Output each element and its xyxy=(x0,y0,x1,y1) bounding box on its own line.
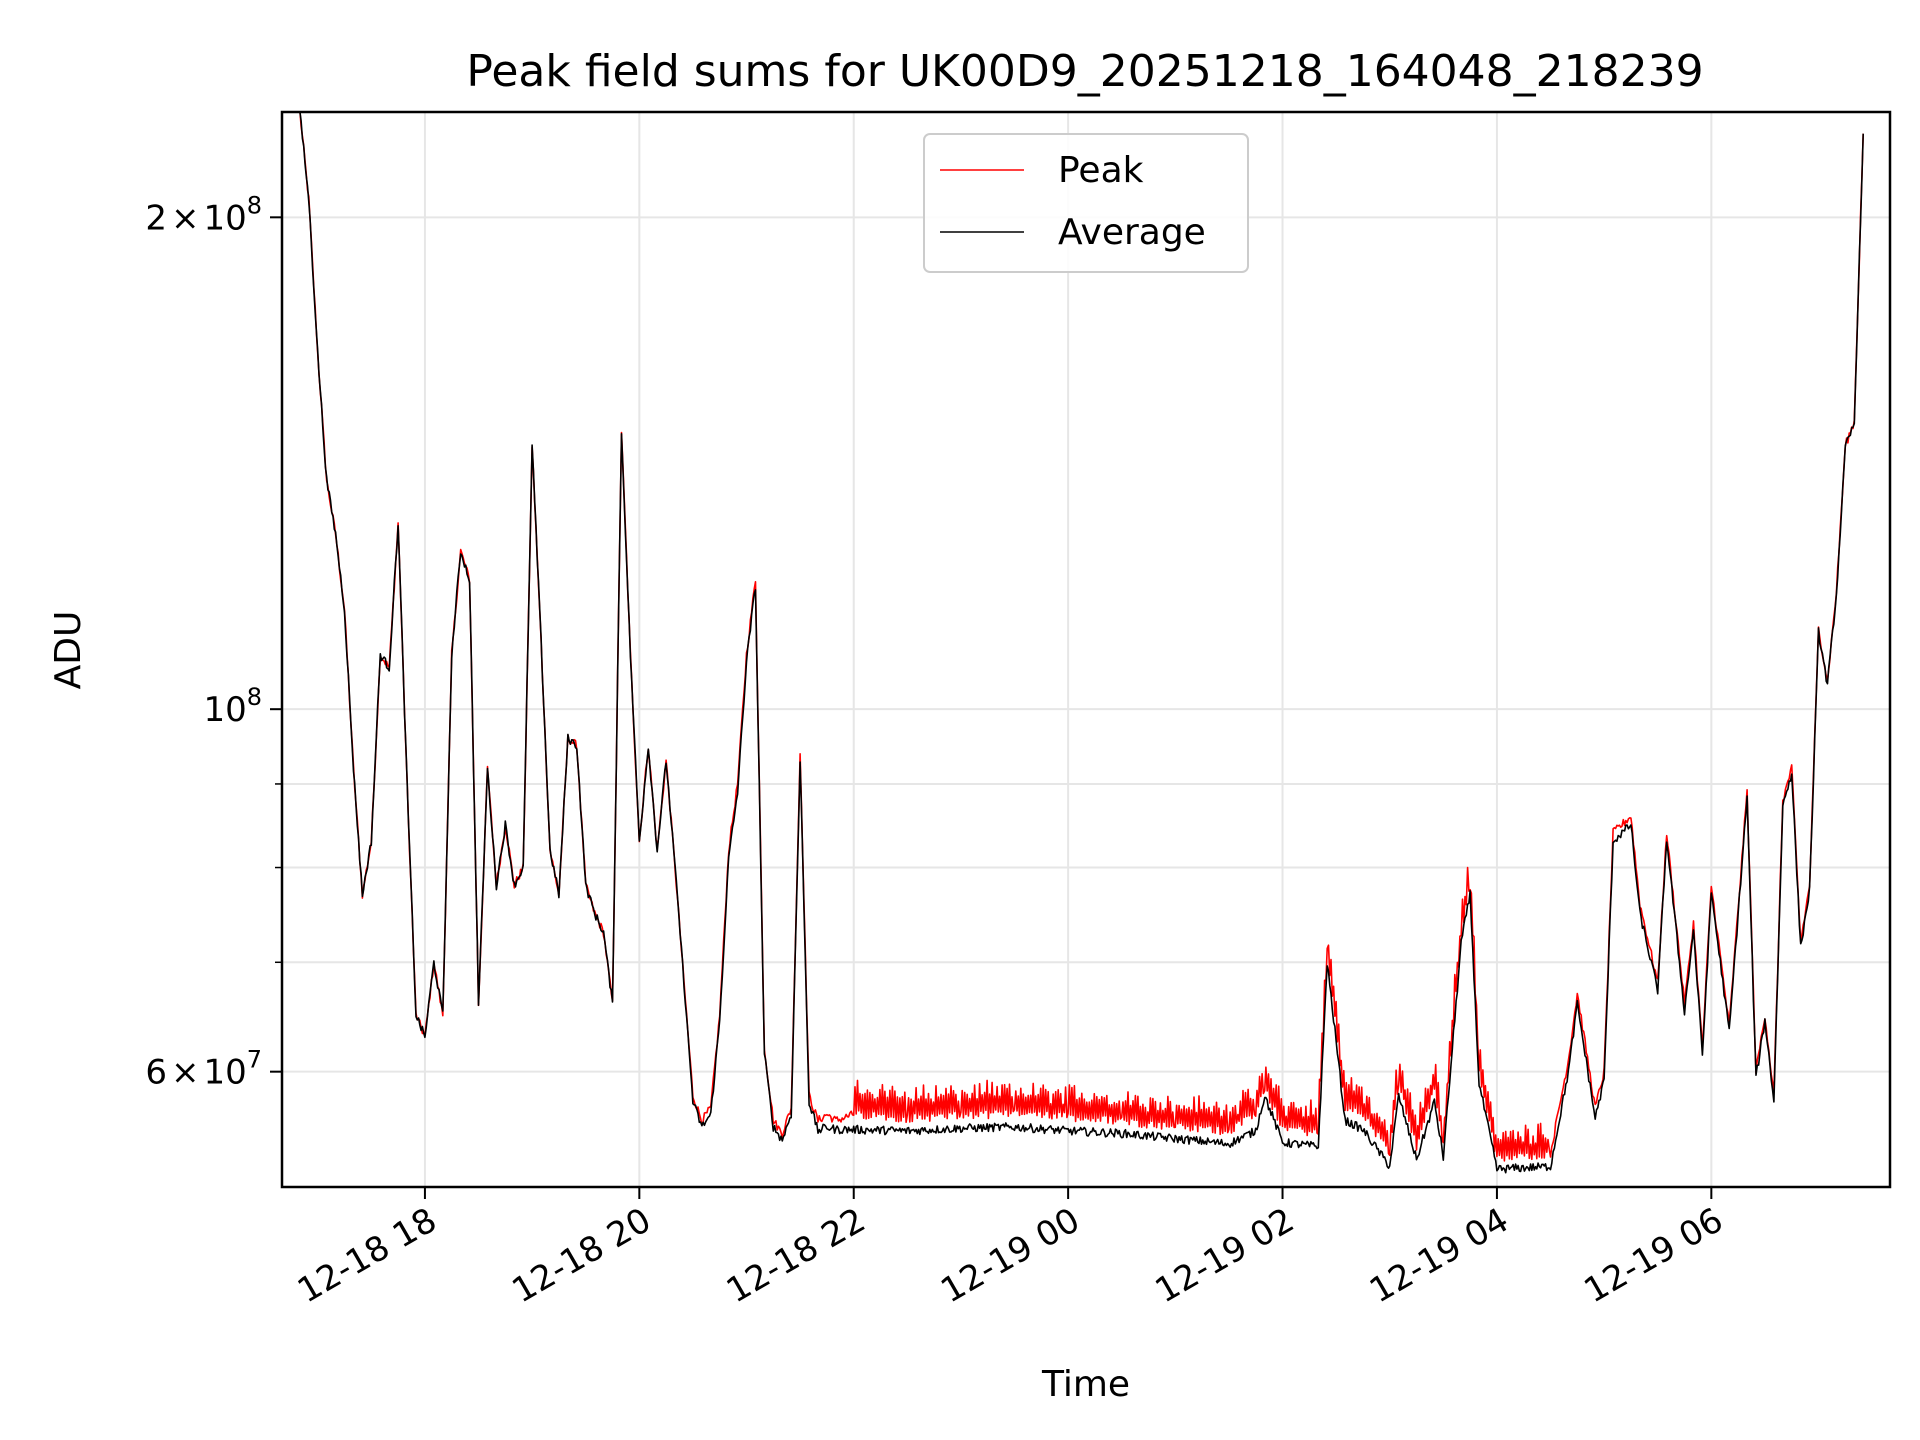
y-tick-exponent: 8 xyxy=(247,683,262,711)
y-tick-base: 10 xyxy=(203,198,246,238)
y-tick-base: 10 xyxy=(203,1053,246,1093)
legend: Peak Average xyxy=(923,133,1249,273)
y-tick-exponent: 8 xyxy=(247,191,262,219)
chart-title: Peak field sums for UK00D9_20251218_1640… xyxy=(466,46,1703,97)
y-tick-times: × xyxy=(171,1053,200,1093)
series-line-average xyxy=(299,112,1864,1174)
y-axis-label: ADU xyxy=(48,611,89,690)
y-tick-exponent: 7 xyxy=(247,1046,262,1074)
legend-box xyxy=(923,133,1249,273)
legend-label-average: Average xyxy=(1058,212,1206,253)
legend-label-peak: Peak xyxy=(1058,150,1144,191)
y-tick-label: 108 xyxy=(203,683,262,730)
series-layer xyxy=(299,112,1864,1174)
y-tick-times: × xyxy=(171,198,200,238)
x-axis-label: Time xyxy=(1041,1364,1130,1405)
plot-frame xyxy=(280,110,1892,1189)
y-tick-mantissa: 2 xyxy=(145,198,167,238)
y-tick-base: 10 xyxy=(203,690,246,730)
y-tick-label: 6 × 107 xyxy=(145,1046,262,1093)
y-tick-label: 2 × 108 xyxy=(145,191,262,238)
y-tick-mantissa: 6 xyxy=(145,1053,167,1093)
